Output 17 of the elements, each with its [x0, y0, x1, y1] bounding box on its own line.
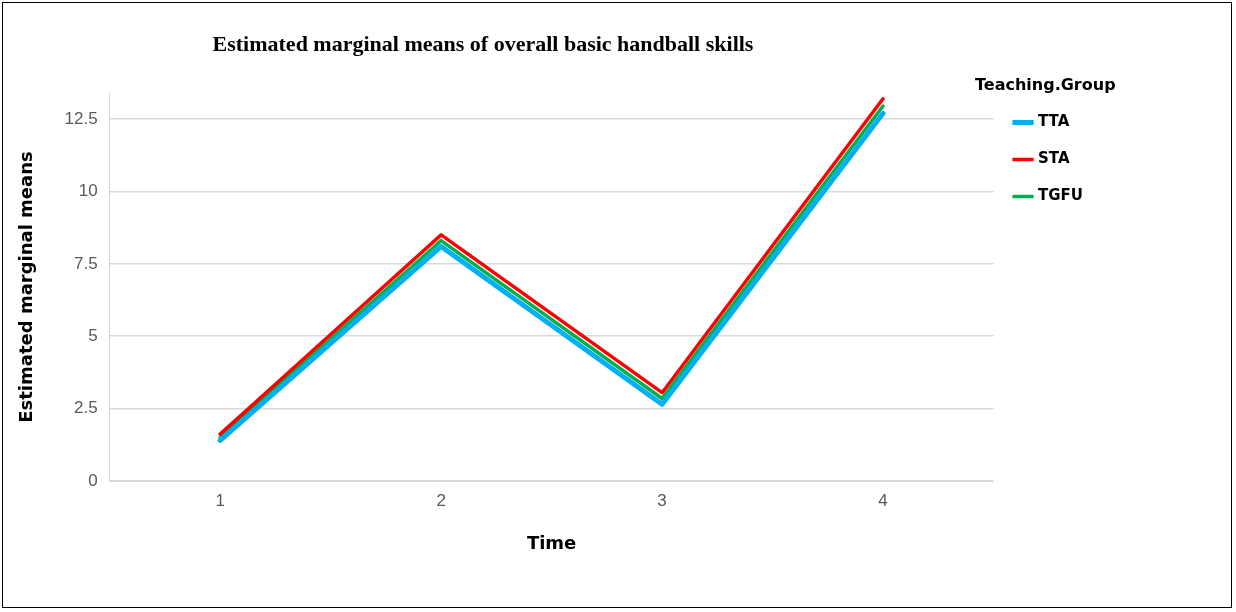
y-axis-title: Estimated marginal means: [15, 151, 37, 423]
y-tick-label: 10: [78, 181, 98, 201]
y-tick-label: 0: [88, 470, 98, 490]
x-axis-title: Time: [526, 531, 577, 553]
legend-label: TTA: [1038, 112, 1070, 131]
legend-title: Teaching.Group: [975, 75, 1116, 94]
x-tick-label: 3: [657, 490, 667, 510]
x-tick-label: 4: [878, 490, 888, 510]
legend-label: STA: [1038, 149, 1070, 168]
y-tick-label: 5: [88, 325, 98, 345]
legend-label: TGFU: [1038, 186, 1084, 205]
y-tick-label: 12.5: [64, 108, 98, 128]
x-tick-label: 1: [215, 490, 225, 510]
y-tick-label: 7.5: [74, 253, 98, 273]
x-tick-label: 2: [436, 490, 446, 510]
y-tick-label: 2.5: [74, 398, 98, 418]
chart-title: Estimated marginal means of overall basic handball skills: [211, 31, 755, 57]
